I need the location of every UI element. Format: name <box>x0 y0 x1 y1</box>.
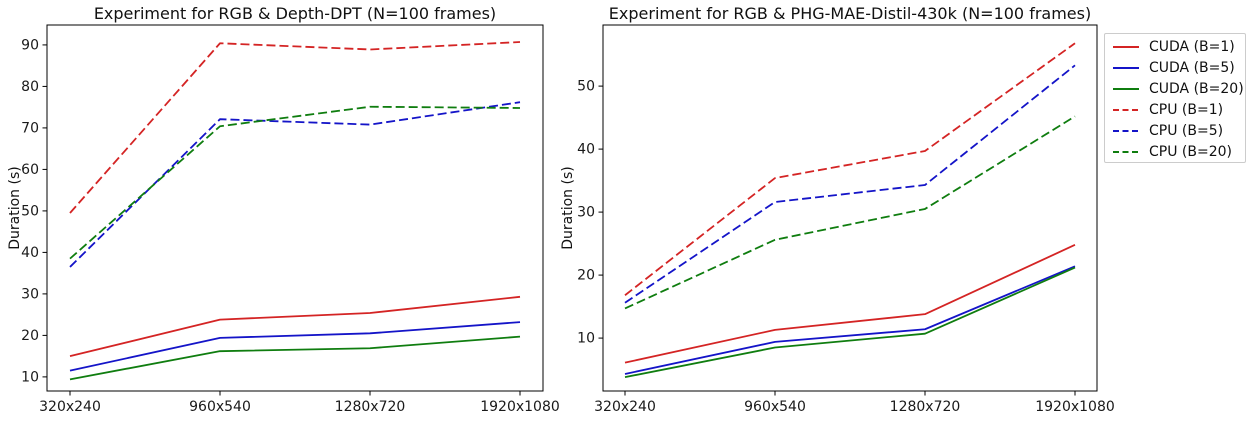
x-tick-label: 960x540 <box>744 399 806 415</box>
x-tick-label: 1280x720 <box>890 399 961 415</box>
series-line-cuda-b-20 <box>69 335 521 381</box>
x-tick-label: 320x240 <box>39 399 101 415</box>
y-tick-label: 70 <box>21 120 39 136</box>
y-tick-label: 30 <box>21 286 39 302</box>
y-tick-label: 20 <box>577 268 595 284</box>
x-tick-label: 1920x1080 <box>480 399 560 415</box>
series-line-cpu-b-5 <box>69 101 521 268</box>
legend-label: CPU (B=5) <box>1149 122 1224 139</box>
series-line-cuda-b-5 <box>624 265 1076 375</box>
dashed-line-swatch-icon <box>1113 129 1139 132</box>
series-line-cpu-b-20 <box>624 115 1076 310</box>
left-chart-ylabel: Duration (s) <box>7 166 23 250</box>
y-tick-label: 40 <box>21 245 39 261</box>
legend-label: CUDA (B=5) <box>1149 59 1235 76</box>
y-tick-label: 30 <box>577 205 595 221</box>
legend-entry-cuda-b-5: CUDA (B=5) <box>1105 57 1245 78</box>
y-tick-label: 90 <box>21 37 39 53</box>
left-chart: 10 20 30 40 50 60 70 80 90 320x240 960x540 1280x720… <box>21 24 560 415</box>
solid-line-swatch-icon <box>1113 45 1139 48</box>
series-line-cpu-b-1 <box>624 42 1076 296</box>
plot-frame <box>46 24 544 392</box>
series-line-cpu-b-1 <box>69 41 521 214</box>
x-tick-label: 1280x720 <box>335 399 406 415</box>
y-tick-label: 50 <box>577 79 595 95</box>
y-tick-label: 10 <box>21 369 39 385</box>
right-chart-title: Experiment for RGB & PHG-MAE-Distil-430k… <box>608 4 1092 23</box>
legend-label: CPU (B=20) <box>1149 143 1232 160</box>
series-line-cuda-b-5 <box>69 321 521 372</box>
right-chart-ylabel: Duration (s) <box>560 166 576 250</box>
solid-line-swatch-icon <box>1113 87 1139 90</box>
legend-entry-cpu-b-1: CPU (B=1) <box>1105 99 1245 120</box>
plot-frame <box>602 24 1098 392</box>
series-line-cpu-b-20 <box>69 105 521 260</box>
legend-entry-cpu-b-5: CPU (B=5) <box>1105 120 1245 141</box>
y-tick-label: 20 <box>21 328 39 344</box>
legend-label: CUDA (B=20) <box>1149 80 1244 97</box>
y-tick-label: 60 <box>21 162 39 178</box>
x-tick-label: 960x540 <box>189 399 251 415</box>
legend-entry-cpu-b-20: CPU (B=20) <box>1105 141 1245 162</box>
x-tick-label: 320x240 <box>594 399 656 415</box>
y-tick-label: 40 <box>577 142 595 158</box>
series-line-cuda-b-1 <box>624 244 1076 364</box>
solid-line-swatch-icon <box>1113 66 1139 69</box>
x-tick-label: 1920x1080 <box>1035 399 1115 415</box>
legend-label: CPU (B=1) <box>1149 101 1224 118</box>
series-line-cuda-b-1 <box>69 295 521 358</box>
legend-entry-cuda-b-20: CUDA (B=20) <box>1105 78 1245 99</box>
y-tick-label: 10 <box>577 331 595 347</box>
legend-entry-cuda-b-1: CUDA (B=1) <box>1105 36 1245 57</box>
dashed-line-swatch-icon <box>1113 150 1139 153</box>
left-chart-title: Experiment for RGB & Depth-DPT (N=100 fr… <box>93 4 497 23</box>
y-tick-label: 80 <box>21 79 39 95</box>
legend-label: CUDA (B=1) <box>1149 38 1235 55</box>
series-line-cpu-b-5 <box>624 64 1076 304</box>
series-line-cuda-b-20 <box>624 266 1076 379</box>
legend: CUDA (B=1) CUDA (B=5) CUDA (B=20) CPU (B=1)… <box>1104 33 1246 163</box>
y-tick-label: 50 <box>21 203 39 219</box>
right-chart: 10 20 30 40 50 320x240 960x540 1280x720 1920x108… <box>577 24 1115 415</box>
dashed-line-swatch-icon <box>1113 108 1139 111</box>
